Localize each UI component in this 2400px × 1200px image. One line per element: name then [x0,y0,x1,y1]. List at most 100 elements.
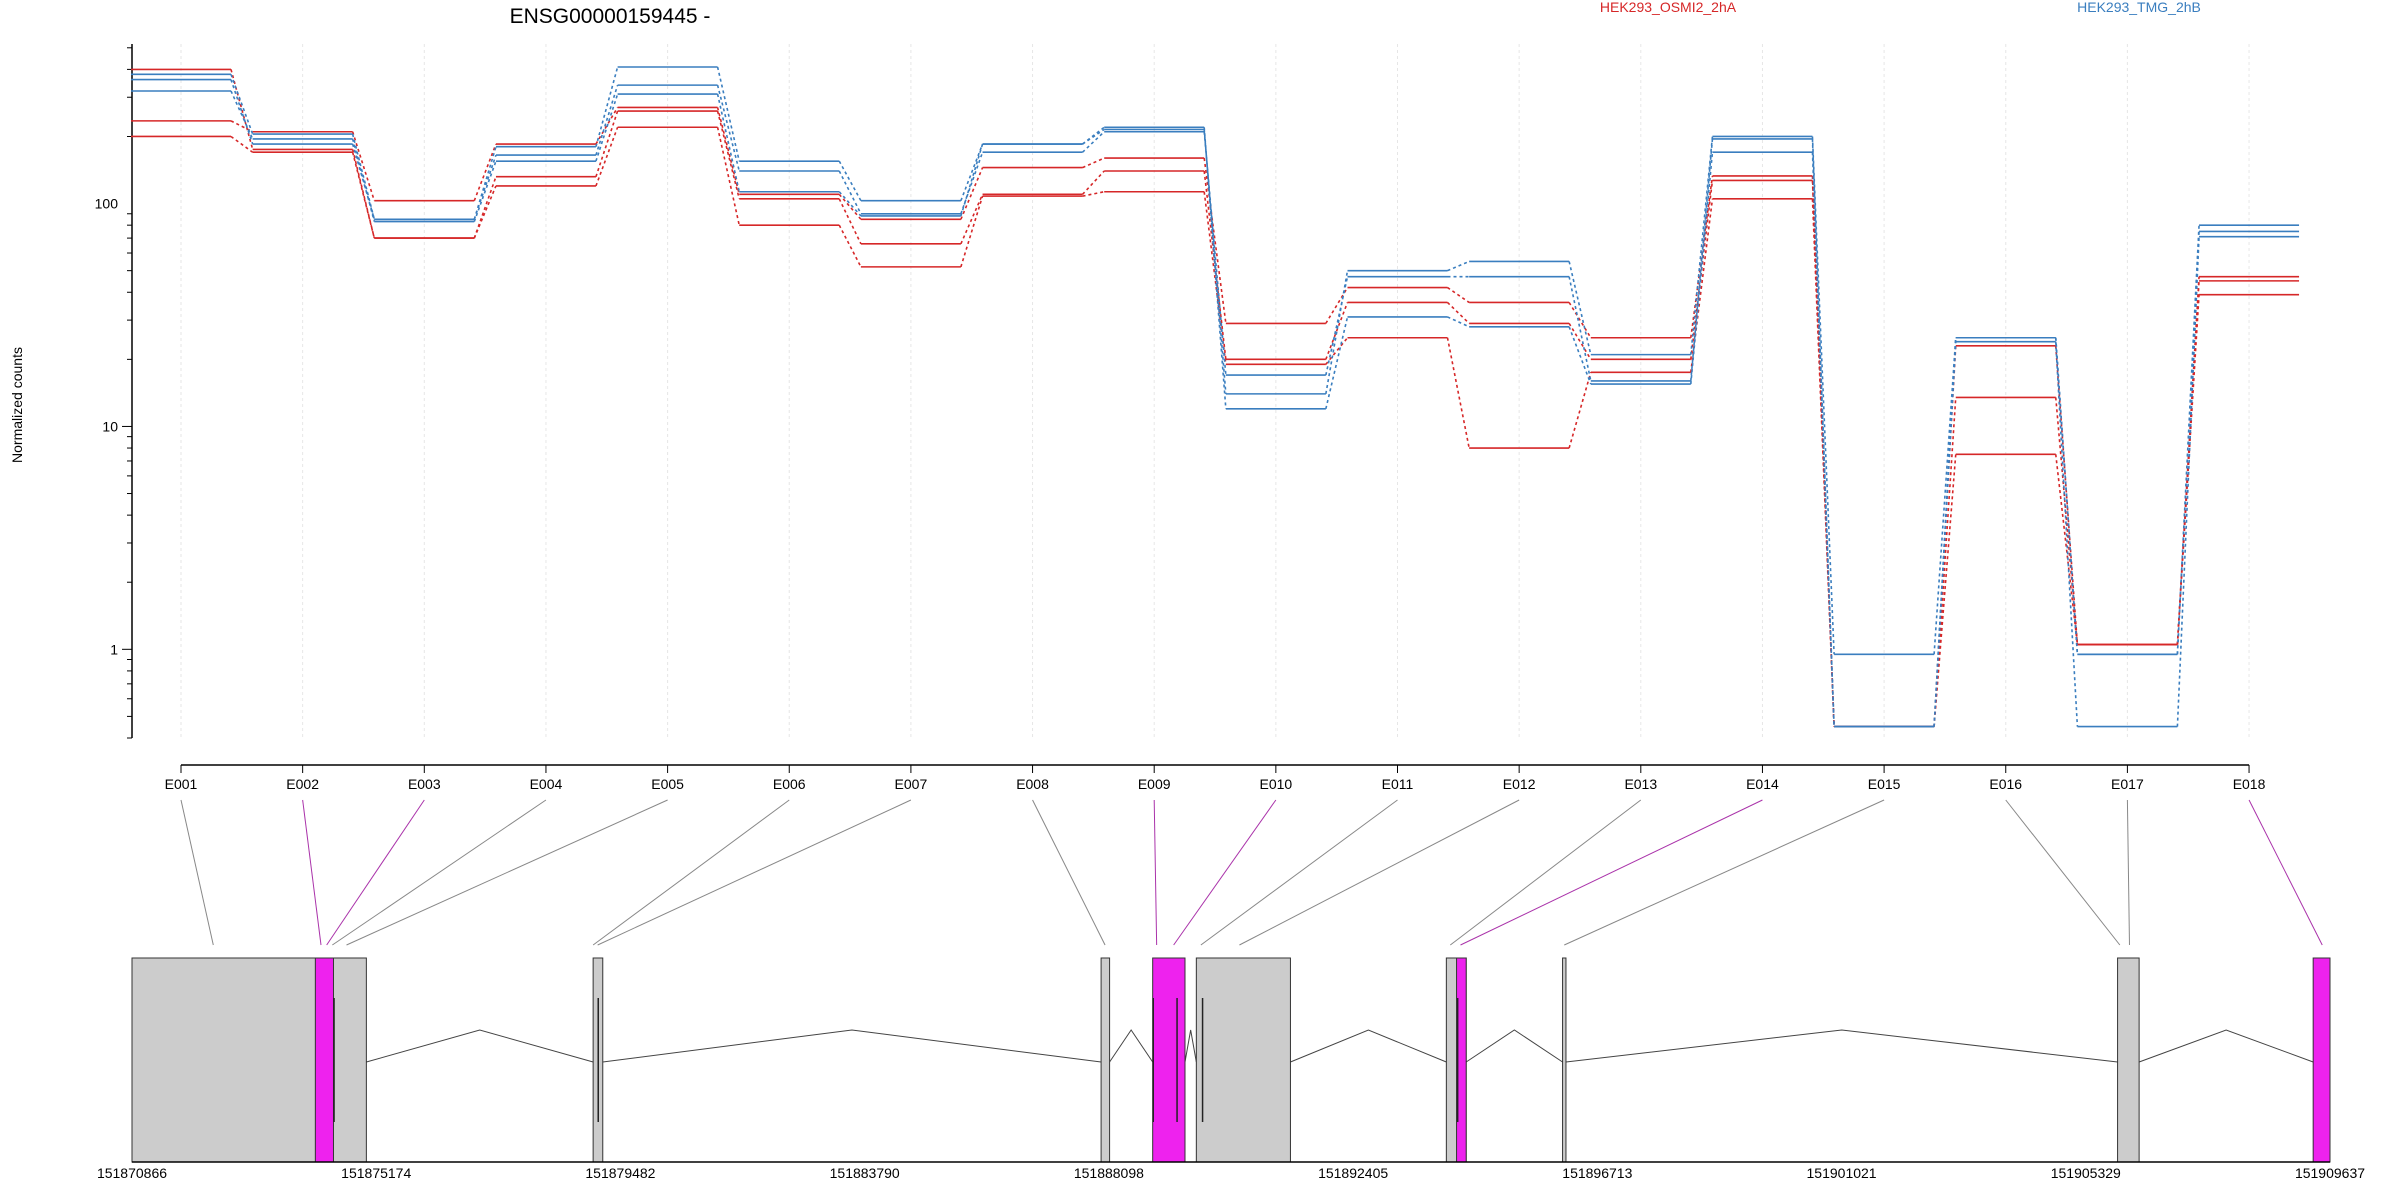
exon-link-line [592,799,790,946]
chart-title: ENSG00000159445 - [510,5,711,28]
series-connector [230,74,254,135]
exon-block [2117,957,2140,1163]
genome-tick-label: 151879482 [585,1165,655,1181]
series-connector [2054,337,2079,655]
axis-layer: 1 10 100 E001 E002 E003 E004 E005 E006 E007 E008 E0… [95,44,2266,792]
series-connector [2176,236,2200,727]
series-connector [1203,131,1227,376]
series-connector [351,131,376,201]
exon-link-line [180,799,214,946]
series-connector [1447,286,1470,304]
series-connector [1447,260,1470,272]
x-tick-label: E014 [1746,776,1779,792]
series-connector [838,170,862,215]
x-tick-label: E018 [2233,776,2266,792]
series-connector [1933,341,1957,727]
series-connector [1082,190,1105,197]
series-connector [1325,287,1349,324]
x-tick-label: E009 [1138,776,1171,792]
series-connector [351,143,376,220]
series-connector [595,66,619,147]
series-connector [1081,170,1105,195]
exon-link-line [1200,799,1398,946]
y-tick-label: 10 [102,418,118,434]
y-tick-label: 1 [110,641,118,657]
exon-block [314,957,334,1163]
genome-tick-label: 151901021 [1807,1165,1877,1181]
series-connector [1690,136,1714,355]
genome-tick-label: 151883790 [830,1165,900,1181]
genome-tick-label: 151875174 [341,1165,411,1181]
x-tick-label: E016 [1989,776,2022,792]
series-connector [2176,294,2200,645]
series-connector [716,127,741,226]
x-tick-label: E011 [1382,776,1414,792]
series-connector [2176,231,2200,655]
series-connector [473,154,497,220]
series-connector [838,160,862,202]
series-connector [1446,337,1470,449]
series-4 [131,66,2300,656]
exon-link-line [1173,799,1277,946]
genome-tick-label: 151905329 [2051,1165,2121,1181]
series-connector [351,152,376,239]
x-tick-label: E012 [1503,776,1536,792]
exon-block [2312,957,2331,1163]
intron-line [1109,1029,1154,1063]
series-connector [351,133,376,220]
series-connector [1568,326,1592,385]
series-connector [230,135,254,153]
y-axis-label: Normalized counts [9,347,25,463]
intron-line [602,1029,1102,1063]
intron-line [1465,1029,1563,1063]
series-connector [1325,316,1349,409]
series-connector [1568,322,1592,360]
series-connector [716,107,741,195]
exon-link-line [1153,799,1158,946]
x-tick-label: E005 [651,776,684,792]
series-connector [960,151,984,215]
series-6 [131,90,2300,728]
series-connector [1082,131,1105,153]
series-connector [716,93,741,192]
exon-link-line [2126,799,2130,946]
series-5 [131,78,2300,728]
x-tick-label: E007 [895,776,928,792]
series-connector [473,143,497,201]
series-connector [1568,302,1592,339]
genome-tick-label: 151896713 [1562,1165,1632,1181]
series-connector [716,84,741,172]
series-connector [1690,138,1714,382]
exon-link-line [597,799,912,946]
genome-tick-label: 151870866 [97,1165,167,1181]
series-connector [473,176,497,239]
series-connector [1568,372,1592,449]
series-connector [2054,454,2079,645]
series-connector [230,90,254,140]
series-connector [1082,157,1105,169]
series-connector [595,110,619,177]
exon-link-line [1032,799,1106,946]
series-connector [595,126,619,187]
series-3 [131,126,2300,728]
exon-link-line [1450,799,1642,946]
series-connector [1811,136,1835,655]
series-2 [131,68,2300,728]
series-connector [960,143,984,217]
series-connector [595,107,619,145]
exon-link-line [1239,799,1520,946]
exon-link-line [2248,799,2323,946]
x-tick-label: E003 [408,776,441,792]
series-connector [1690,198,1714,373]
exon-link-line [1564,799,1885,946]
exon-link-line [326,799,425,946]
series-connector [838,198,862,245]
intron-line [1290,1029,1447,1063]
exon-block [1152,957,1186,1163]
series-connector [1203,157,1227,324]
series-connector [1690,175,1714,338]
series-connector [1933,337,1957,655]
series-connector [838,224,862,268]
series-connector [1203,127,1227,409]
x-tick-label: E015 [1868,776,1901,792]
